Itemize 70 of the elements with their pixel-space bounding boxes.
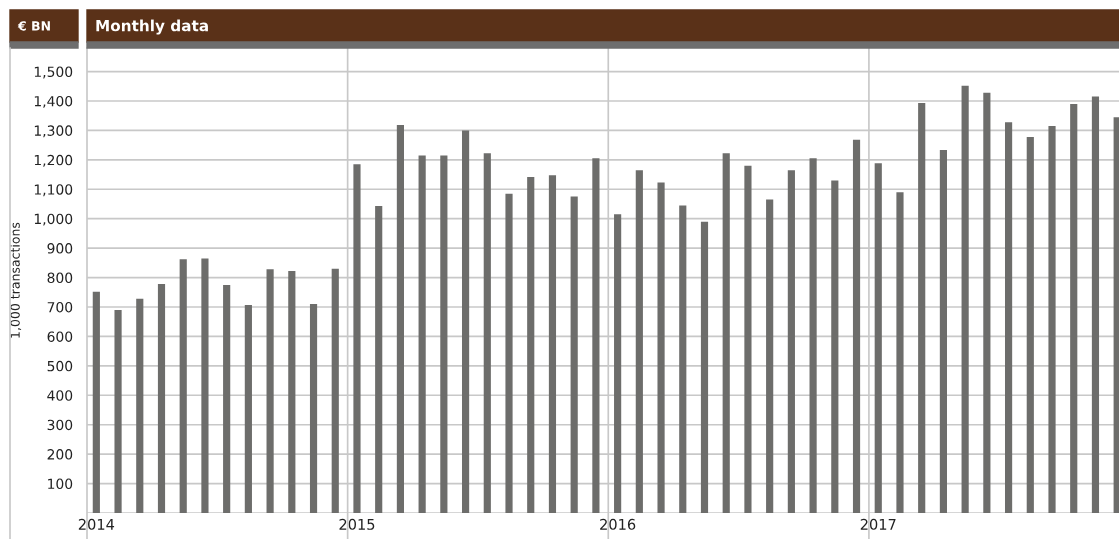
bar (722, 153, 730, 513)
bar (266, 269, 274, 513)
bar (157, 284, 166, 513)
bar (874, 163, 882, 513)
bar (961, 85, 969, 513)
y-tick-label: 1,100 (34, 184, 73, 197)
y-tick-label: 800 (47, 272, 73, 284)
bar (614, 214, 622, 513)
bar (396, 125, 404, 513)
bar (440, 155, 448, 513)
bar (1113, 117, 1119, 513)
y-tick-label: 100 (48, 478, 73, 490)
y-tick-label: 1,000 (34, 213, 73, 226)
bar (309, 304, 318, 513)
bar (635, 170, 643, 513)
bar (114, 309, 122, 513)
bar (179, 259, 187, 513)
bar (657, 182, 665, 513)
bar (462, 130, 470, 513)
bar (92, 291, 100, 513)
x-tick-label: 2014 (78, 518, 115, 530)
bar (787, 170, 795, 513)
y-axis-title: 1,000 transactions (10, 222, 22, 338)
bar (896, 192, 904, 513)
y-tick-label: 1,200 (34, 154, 73, 167)
y-tick-label: 1,500 (34, 66, 73, 79)
bar (766, 199, 774, 513)
bar (244, 304, 252, 513)
y-tick-label: 1,300 (34, 125, 73, 138)
bar (1070, 103, 1078, 513)
bar (809, 158, 817, 513)
bar (592, 158, 600, 513)
bar (852, 139, 861, 513)
bar (939, 150, 947, 513)
bar (331, 268, 339, 513)
bar (288, 271, 296, 513)
y-tick-label: 1,400 (34, 95, 73, 108)
text: € BN (17, 21, 50, 31)
bar (483, 153, 491, 513)
bar (527, 176, 535, 513)
y-tick-label: 200 (47, 449, 73, 460)
bar (918, 103, 926, 513)
bar (223, 284, 231, 513)
bar (744, 165, 752, 513)
x-tick-label: 2017 (860, 518, 896, 530)
bar (1026, 136, 1034, 513)
bar (353, 164, 361, 513)
bar (1005, 122, 1013, 513)
y-tick-label: 400 (47, 390, 73, 401)
bar (1048, 125, 1056, 513)
bar (136, 298, 144, 513)
bar (983, 92, 991, 513)
bar (548, 175, 557, 513)
bar (679, 205, 687, 513)
bar (201, 258, 209, 513)
bar (375, 206, 383, 513)
y-tick-label: 700 (47, 301, 73, 313)
bar (700, 221, 709, 513)
bar (1091, 96, 1100, 513)
bar (570, 196, 578, 513)
bar (418, 155, 426, 513)
y-tick-label: 900 (47, 243, 73, 254)
y-tick-label: 500 (47, 360, 73, 372)
chart-title: Monthly data (96, 19, 208, 35)
y-tick-label: 300 (47, 419, 73, 431)
bar (505, 193, 513, 513)
x-tick-label: 2016 (600, 518, 636, 530)
x-tick-label: 2015 (339, 518, 375, 530)
bar (831, 180, 839, 513)
y-tick-label: 600 (47, 331, 73, 342)
